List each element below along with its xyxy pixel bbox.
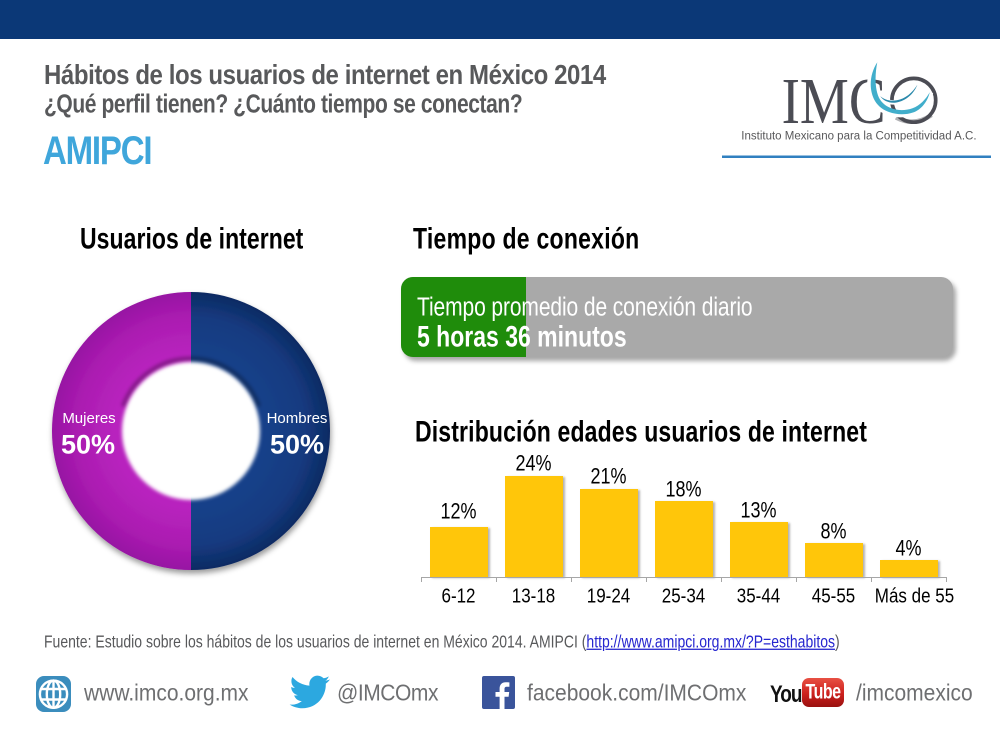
- svg-text:Instituto Mexicano para la Com: Instituto Mexicano para la Competitivida…: [741, 131, 976, 143]
- svg-text:Mujeres: Mujeres: [62, 410, 115, 427]
- svg-text:Hombres: Hombres: [267, 410, 328, 427]
- svg-text:50%: 50%: [61, 430, 115, 460]
- svg-text:50%: 50%: [270, 430, 324, 460]
